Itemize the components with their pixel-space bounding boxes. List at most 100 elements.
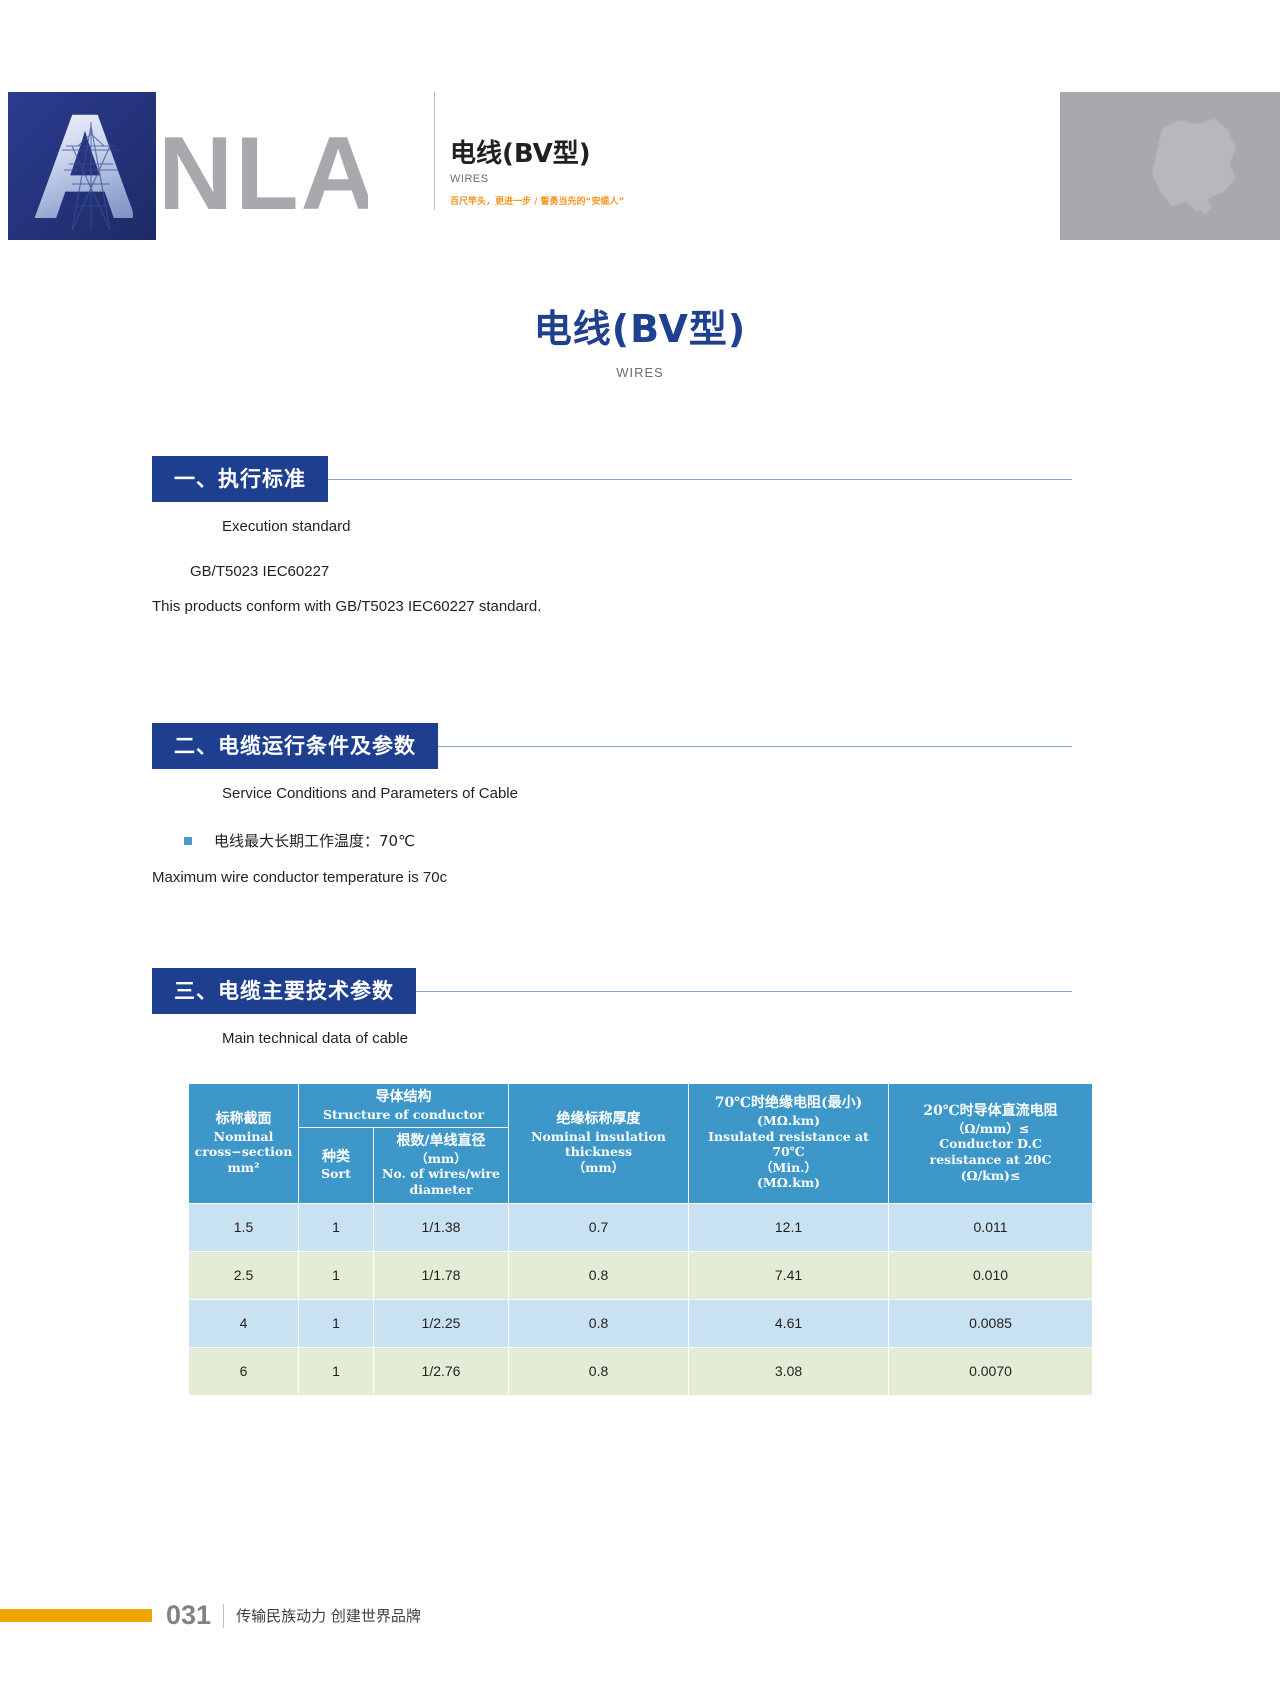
th-ir-unit: (MΩ.km) xyxy=(757,1112,821,1128)
page-footer: 031 传输民族动力 创建世界品牌 xyxy=(0,1600,1280,1631)
header-gray-panel xyxy=(1060,92,1280,240)
th-nominal-en2: cross−section xyxy=(194,1144,293,1160)
cell-dc20: 0.011 xyxy=(888,1202,1094,1252)
th-nominal-insulation-thickness: 绝缘标称厚度 Nominal insulation thickness （mm） xyxy=(508,1083,690,1204)
header-slogan: 百尺竿头，更进一步 / 誓勇当先的“安缆人” xyxy=(450,196,625,207)
header-product-en: WIRES xyxy=(450,172,489,185)
table-row: 4 1 1/2.25 0.8 4.61 0.0085 xyxy=(188,1298,1094,1348)
th-ir-cn: 70℃时绝缘电阻(最小) xyxy=(714,1095,863,1112)
temperature-bullet: 电线最大长期工作温度：70℃ xyxy=(184,830,1280,851)
th-ir-en1: Insulated resistance at 70℃ xyxy=(708,1128,869,1160)
standard-codes: GB/T5023 IEC60227 xyxy=(190,563,330,580)
cell-wires: 1/2.76 xyxy=(372,1346,510,1396)
cell-nominal: 6 xyxy=(188,1346,299,1396)
th-sort-cn: 种类 xyxy=(322,1148,350,1165)
cell-insulation: 0.8 xyxy=(508,1250,690,1300)
cell-insulation: 0.8 xyxy=(508,1346,690,1396)
th-dc-cn: 20℃时导体直流电阻 xyxy=(923,1103,1058,1120)
spec-table-body: 1.5 1 1/1.38 0.7 12.1 0.011 2.5 1 1/1.78… xyxy=(188,1202,1094,1396)
section-2-body: 电线最大长期工作温度：70℃ Maximum wire conductor te… xyxy=(152,830,1280,886)
footer-slogan: 传输民族动力 创建世界品牌 xyxy=(236,1607,421,1625)
section-execution-standard: 一、执行标准 Execution standard GB/T5023 IEC60… xyxy=(0,456,1280,615)
cell-ir70: 12.1 xyxy=(688,1202,890,1252)
section-technical-data: 三、电缆主要技术参数 Main technical data of cable … xyxy=(0,968,1280,1396)
th-dc-unit: （Ω/mm）≤ xyxy=(951,1120,1030,1136)
section-1-tab: 一、执行标准 xyxy=(152,456,328,502)
page-number: 031 xyxy=(166,1600,212,1630)
table-row: 6 1 1/2.76 0.8 3.08 0.0070 xyxy=(188,1346,1094,1396)
cell-wires: 1/2.25 xyxy=(372,1298,510,1348)
cell-dc20: 0.010 xyxy=(888,1250,1094,1300)
th-ir-en2: （Min.） xyxy=(760,1159,818,1175)
cell-ir70: 7.41 xyxy=(688,1250,890,1300)
logo-a-box: A xyxy=(8,92,156,240)
section-3-tab: 三、电缆主要技术参数 xyxy=(152,968,416,1014)
table-header-row-2: 种类 Sort 根数/单线直径 （mm） No. of wires/wire d… xyxy=(189,1127,1093,1204)
th-insulated-resistance-70c: 70℃时绝缘电阻(最小) (MΩ.km) Insulated resistanc… xyxy=(688,1083,890,1204)
cell-sort: 1 xyxy=(298,1298,374,1348)
table-row: 2.5 1 1/1.78 0.8 7.41 0.010 xyxy=(188,1250,1094,1300)
temperature-line-en: Maximum wire conductor temperature is 70… xyxy=(152,869,448,886)
cell-ir70: 4.61 xyxy=(688,1298,890,1348)
section-service-conditions: 二、电缆运行条件及参数 Service Conditions and Param… xyxy=(0,723,1280,886)
header-product-cn: 电线(BV型) xyxy=(450,139,591,169)
th-insul-unit: （mm） xyxy=(572,1159,625,1175)
th-structure-cn: 导体结构 xyxy=(375,1089,432,1105)
th-nominal-en1: Nominal xyxy=(213,1128,274,1144)
cell-dc20: 0.0085 xyxy=(888,1298,1094,1348)
th-dc-en2: resistance at 20C xyxy=(929,1152,1052,1167)
th-nominal-cn: 标称截面 xyxy=(215,1111,272,1128)
logo-wordmark: NLAN xyxy=(158,116,368,232)
cell-nominal: 4 xyxy=(188,1298,299,1348)
cell-wires: 1/1.38 xyxy=(372,1202,510,1252)
china-map-icon xyxy=(1151,117,1237,214)
th-dc-en3: (Ω/km)≤ xyxy=(960,1167,1021,1183)
section-3-rule xyxy=(416,990,1072,992)
section-1-subtitle: Execution standard xyxy=(222,518,351,535)
cell-insulation: 0.8 xyxy=(508,1298,690,1348)
th-dc-en1: Conductor D.C xyxy=(939,1136,1042,1152)
th-insul-en1: Nominal insulation xyxy=(531,1128,666,1144)
page-title: 电线(BV型) WIRES xyxy=(0,298,1280,380)
table-header-row-1: 标称截面 Nominal cross−section mm² 导体结构 Stru… xyxy=(188,1082,1094,1204)
cell-sort: 1 xyxy=(298,1202,374,1252)
section-2-tab: 二、电缆运行条件及参数 xyxy=(152,723,438,769)
th-sort-en: Sort xyxy=(321,1166,351,1182)
th-sort: 种类 Sort xyxy=(298,1127,374,1204)
temperature-bullet-text: 电线最大长期工作温度：70℃ xyxy=(214,832,415,850)
standard-conformance: This products conform with GB/T5023 IEC6… xyxy=(152,598,542,615)
page-title-en: WIRES xyxy=(616,365,664,380)
th-no-of-wires: 根数/单线直径 （mm） No. of wires/wire diameter xyxy=(372,1127,510,1204)
transmission-tower-icon xyxy=(62,122,120,231)
section-3-header: 三、电缆主要技术参数 xyxy=(0,968,1280,1014)
logo-letter-a: A xyxy=(30,92,139,240)
th-wires-unit: （mm） xyxy=(415,1150,467,1166)
section-1-body: GB/T5023 IEC60227 This products conform … xyxy=(152,563,1280,615)
th-insul-en2: thickness xyxy=(565,1144,633,1160)
page-header: A NLAN 电线(BV型) WIRES xyxy=(0,0,1280,250)
th-nominal-en3: mm² xyxy=(227,1159,260,1175)
spec-table: 标称截面 Nominal cross−section mm² 导体结构 Stru… xyxy=(188,1082,1094,1396)
table-row: 1.5 1 1/1.38 0.7 12.1 0.011 xyxy=(188,1202,1094,1252)
section-1-header: 一、执行标准 xyxy=(0,456,1280,502)
square-bullet-icon xyxy=(184,836,192,845)
th-wires-en2: diameter xyxy=(409,1181,473,1197)
cell-sort: 1 xyxy=(298,1346,374,1396)
cell-sort: 1 xyxy=(298,1250,374,1300)
header-product-info: 电线(BV型) WIRES 百尺竿头，更进一步 / 誓勇当先的“安缆人” xyxy=(450,140,624,207)
section-1-rule xyxy=(328,478,1072,480)
section-2-header: 二、电缆运行条件及参数 xyxy=(0,723,1280,769)
cell-wires: 1/1.78 xyxy=(372,1250,510,1300)
section-2-subtitle: Service Conditions and Parameters of Cab… xyxy=(222,785,518,802)
th-wires-cn: 根数/单线直径 xyxy=(396,1133,486,1150)
header-divider xyxy=(434,92,435,210)
th-insul-cn: 绝缘标称厚度 xyxy=(556,1111,641,1128)
footer-accent-bar xyxy=(0,1609,152,1622)
cell-nominal: 1.5 xyxy=(188,1202,299,1252)
th-wires-en1: No. of wires/wire xyxy=(382,1166,501,1182)
cell-nominal: 2.5 xyxy=(188,1250,299,1300)
page-title-cn: 电线(BV型) xyxy=(533,307,747,351)
th-dc-resistance-20c: 20℃时导体直流电阻 （Ω/mm）≤ Conductor D.C resista… xyxy=(888,1083,1094,1204)
company-logo: A NLAN xyxy=(8,92,368,240)
